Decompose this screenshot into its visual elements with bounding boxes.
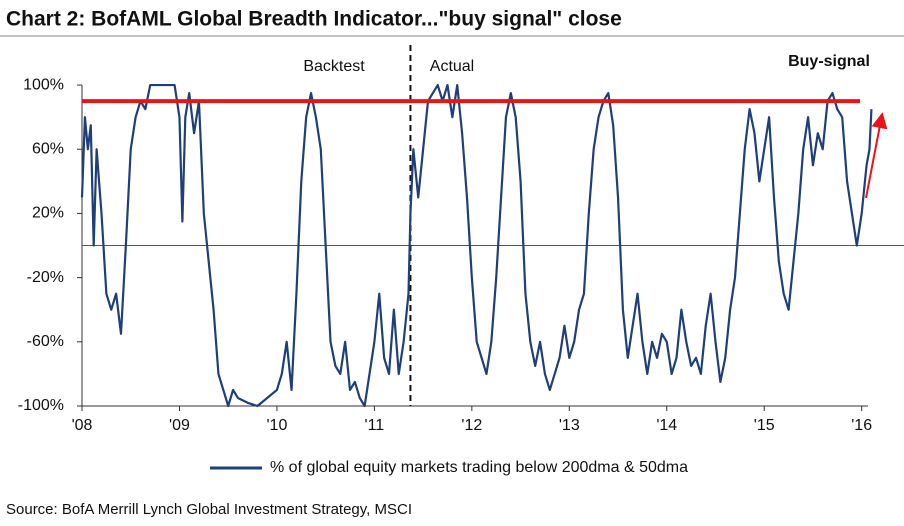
source: Source: BofA Merrill Lynch Global Invest… [6, 501, 412, 518]
annotation: Backtest [303, 58, 365, 75]
x-tick-label: '11 [365, 417, 385, 434]
y-tick-label: -20% [27, 269, 64, 286]
x-tick-label: '08 [72, 417, 93, 434]
arrow [865, 112, 888, 199]
x-tick-label: '15 [754, 417, 775, 434]
annotation: Actual [430, 58, 474, 75]
x-tick-label: '12 [461, 417, 482, 434]
y-tick-label: 100% [23, 76, 64, 93]
x-tick-label: '13 [559, 417, 580, 434]
legend-label: % of global equity markets trading below… [270, 459, 688, 476]
chart-title: Chart 2: BofAML Global Breadth Indicator… [6, 8, 622, 31]
y-tick-label: -60% [27, 333, 64, 350]
series-line [80, 83, 873, 408]
x-tick-label: '16 [851, 417, 872, 434]
x-tick-label: '09 [169, 417, 190, 434]
y-tick-label: 20% [32, 205, 64, 222]
y-tick-label: -100% [18, 397, 64, 414]
annotation: Buy-signal [788, 53, 870, 70]
x-tick-label: '10 [266, 417, 287, 434]
y-tick-label: 60% [32, 140, 64, 157]
x-tick-label: '14 [656, 417, 677, 434]
